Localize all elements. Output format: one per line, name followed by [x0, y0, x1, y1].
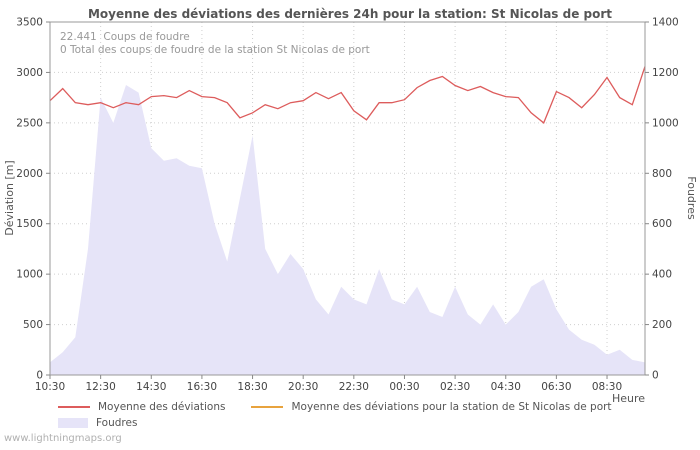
x-tick-label: 10:30: [35, 381, 65, 393]
watermark-link[interactable]: www.lightningmaps.org: [4, 433, 122, 444]
left-tick-label: 1000: [16, 269, 43, 281]
right-tick-label: 600: [652, 218, 672, 230]
x-tick-label: 18:30: [237, 381, 267, 393]
x-tick-label: 02:30: [440, 381, 470, 393]
x-tick-label: 16:30: [187, 381, 217, 393]
left-axis-label: Déviation [m]: [3, 160, 16, 235]
right-tick-label: 0: [652, 370, 659, 382]
right-tick-label: 1000: [652, 117, 679, 129]
axis-ticks-and-labels: 0 500 1000 1500 2000 2500 3000 3500 0 200 400 600 80…: [16, 17, 678, 394]
deviation-line: [49, 66, 646, 124]
annotation-strike-count: 22.441 Coups de foudre: [60, 31, 190, 43]
annotation-station-total: 0 Total des coups de foudre de la statio…: [60, 44, 370, 56]
plot-border-rect: [49, 21, 646, 376]
plot-border: [49, 21, 646, 376]
legend-swatch-deviation: [58, 406, 90, 408]
left-tick-label: 3500: [16, 17, 43, 29]
legend-swatch-foudres: [58, 418, 88, 428]
x-tick-label: 00:30: [389, 381, 419, 393]
right-tick-label: 1400: [652, 17, 679, 29]
x-tick-label: 06:30: [541, 381, 571, 393]
legend-row-lines: Moyenne des déviations Moyenne des dévia…: [58, 399, 638, 415]
x-tick-label: 08:30: [592, 381, 622, 393]
right-tick-label: 400: [652, 269, 672, 281]
right-tick-label: 200: [652, 319, 672, 331]
left-tick-label: 3000: [16, 67, 43, 79]
deviation-line-series: [49, 66, 646, 124]
chart-title: Moyenne des déviations des dernières 24h…: [87, 7, 613, 21]
x-tick-label: 14:30: [136, 381, 166, 393]
left-tick-label: 2500: [16, 117, 43, 129]
left-tick-label: 1500: [16, 218, 43, 230]
legend-label-deviation: Moyenne des déviations: [98, 401, 226, 413]
x-tick-label: 20:30: [288, 381, 318, 393]
legend-label-station-deviation: Moyenne des déviations pour la station d…: [291, 401, 612, 413]
foudres-area: [50, 85, 645, 375]
x-tick-label: 22:30: [339, 381, 369, 393]
right-axis-label: Foudres: [685, 176, 698, 220]
legend-label-foudres: Foudres: [96, 417, 138, 429]
right-tick-label: 800: [652, 168, 672, 180]
legend-swatch-station-deviation: [251, 406, 284, 408]
x-tick-label: 12:30: [86, 381, 116, 393]
left-tick-label: 0: [36, 370, 43, 382]
left-tick-label: 2000: [16, 168, 43, 180]
legend-row-area: Foudres: [58, 415, 638, 431]
legend: Moyenne des déviations Moyenne des dévia…: [58, 399, 638, 431]
foudres-area-series: [50, 85, 645, 375]
x-tick-label: 04:30: [491, 381, 521, 393]
left-tick-label: 500: [23, 319, 43, 331]
x-axis-label: Heure: [612, 392, 645, 405]
right-tick-label: 1200: [652, 67, 679, 79]
